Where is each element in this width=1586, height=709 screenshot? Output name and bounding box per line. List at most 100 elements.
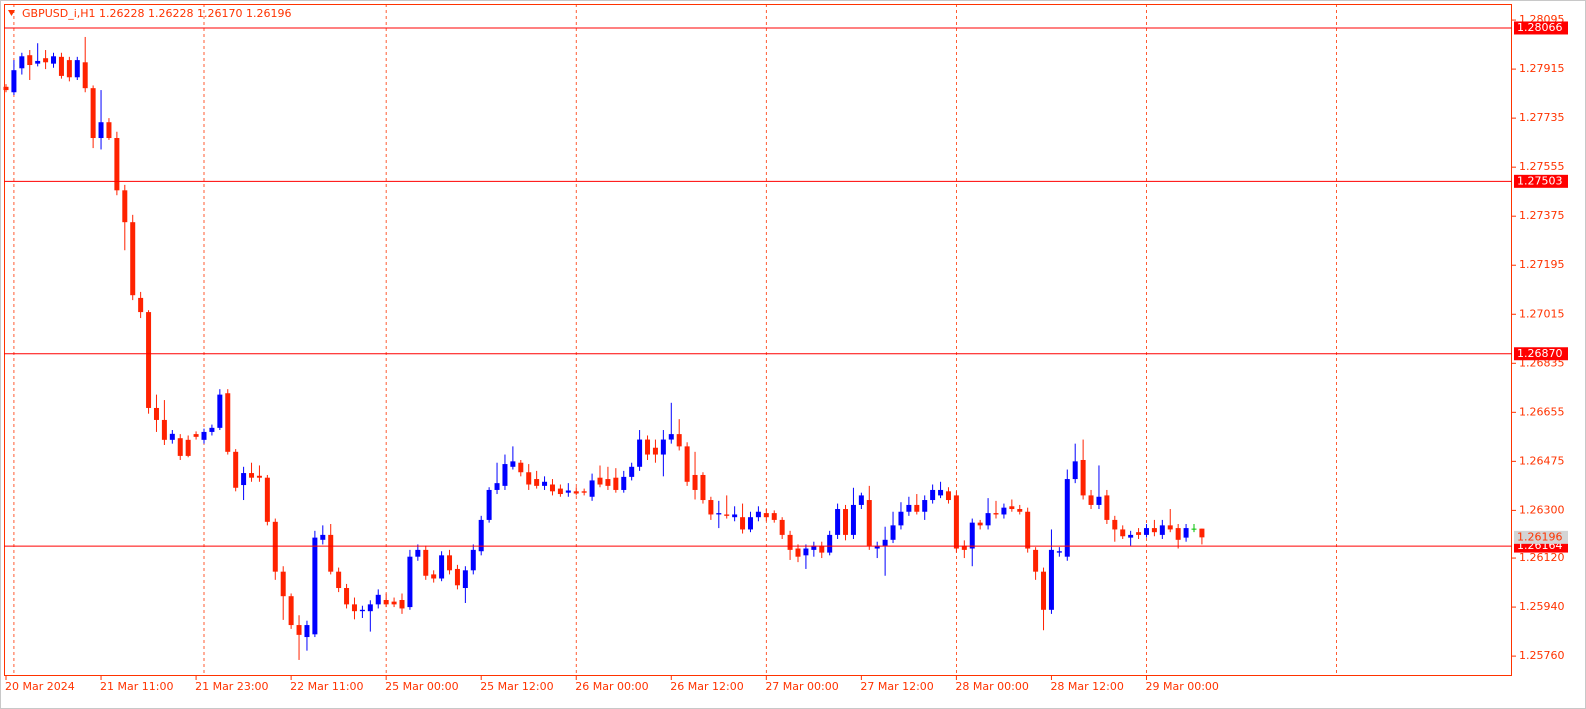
candle-body [185, 439, 191, 456]
candle-body [82, 62, 88, 89]
candle-body [787, 534, 793, 550]
candle-body [938, 489, 944, 496]
candle-body [597, 477, 603, 485]
plot-frame [4, 4, 1512, 676]
y-tick-label: 1.27375 [1519, 209, 1565, 222]
candle-body [336, 571, 342, 589]
candle-body [732, 514, 738, 518]
candle-body [367, 604, 373, 612]
candle-body [399, 600, 405, 609]
candle-body [747, 517, 753, 530]
x-tick-label: 28 Mar 00:00 [955, 680, 1028, 693]
candle-body [486, 489, 492, 520]
candle-body [945, 491, 951, 501]
hline-label: 1.27503 [1517, 174, 1563, 187]
candle-body [1056, 551, 1062, 553]
candle-body [1199, 528, 1205, 538]
candle-body [51, 56, 57, 64]
candle-body [1151, 528, 1157, 533]
candle-body [914, 504, 920, 512]
hline-label: 1.28066 [1517, 21, 1563, 34]
candle-body [320, 534, 326, 540]
candle-body [1072, 461, 1078, 480]
candle-body [985, 513, 991, 526]
candle-body [43, 58, 49, 63]
candle-body [763, 513, 769, 518]
candle-body [700, 474, 706, 501]
candle-body [565, 490, 571, 493]
candle-body [589, 480, 595, 497]
candle-body [11, 70, 17, 93]
menu-arrow [8, 10, 15, 16]
candle-body [161, 419, 167, 440]
chart-title: GBPUSD_i,H1 1.26228 1.26228 1.26170 1.26… [22, 7, 291, 20]
candle-body [740, 517, 746, 530]
candle-body [526, 472, 532, 485]
hline-label-box [1514, 174, 1568, 188]
candle-body [629, 466, 635, 477]
candle-body [138, 297, 144, 313]
candle-body [1017, 509, 1023, 512]
candle-body [312, 537, 318, 635]
candle-body [1096, 496, 1102, 505]
candle-body [961, 545, 967, 550]
candle-body [977, 522, 983, 526]
x-tick-label: 25 Mar 12:00 [480, 680, 553, 693]
candle-body [557, 488, 563, 495]
candle-body [692, 474, 698, 490]
candle-body [755, 511, 761, 518]
candle-body [209, 427, 215, 432]
y-tick-label: 1.27555 [1519, 160, 1565, 173]
candle-body [1088, 495, 1094, 505]
candle-body [431, 574, 437, 579]
candle-body [114, 138, 120, 191]
candle-body [866, 500, 872, 546]
x-tick-label: 26 Mar 12:00 [670, 680, 743, 693]
candle-body [169, 433, 175, 440]
candle-body [906, 504, 912, 512]
candle-body [898, 511, 904, 526]
y-tick-label: 1.26655 [1519, 405, 1565, 418]
candle-body [391, 601, 397, 605]
x-tick-label: 21 Mar 11:00 [100, 680, 173, 693]
candle-body [153, 407, 159, 420]
candle-body [58, 56, 64, 76]
candle-body [1041, 571, 1047, 610]
candle-body [407, 556, 413, 608]
candle-body [98, 122, 104, 139]
candle-body [534, 479, 540, 486]
last-price-label: 1.26196 [1517, 530, 1563, 543]
candle-body [652, 447, 658, 455]
y-tick-label: 1.27015 [1519, 307, 1565, 320]
candle-body [130, 222, 136, 296]
candle-body [447, 555, 453, 571]
x-tick-label: 20 Mar 2024 [5, 680, 75, 693]
candle-body [241, 473, 247, 486]
candle-body [328, 534, 334, 572]
candle-body [19, 56, 25, 69]
candle-body [953, 495, 959, 549]
candle-body [724, 514, 730, 516]
candle-body [549, 484, 555, 492]
y-tick-label: 1.26475 [1519, 454, 1565, 467]
candle-body [344, 588, 350, 605]
candle-body [90, 88, 96, 139]
candle-body [922, 500, 928, 512]
x-tick-label: 21 Mar 23:00 [195, 680, 268, 693]
candle-body [201, 431, 207, 440]
candle-body [415, 549, 421, 557]
candle-body [811, 545, 817, 550]
candle-body [771, 513, 777, 520]
candle-body [510, 461, 516, 467]
candle-body [716, 513, 722, 515]
candle-body [35, 60, 41, 64]
candle-body [637, 439, 643, 467]
candle-body [969, 522, 975, 549]
candle-body [249, 473, 255, 478]
candle-body [351, 604, 357, 612]
x-tick-label: 25 Mar 00:00 [385, 680, 458, 693]
x-tick-label: 29 Mar 00:00 [1145, 680, 1218, 693]
candle-body [882, 539, 888, 546]
x-tick-label: 27 Mar 00:00 [765, 680, 838, 693]
